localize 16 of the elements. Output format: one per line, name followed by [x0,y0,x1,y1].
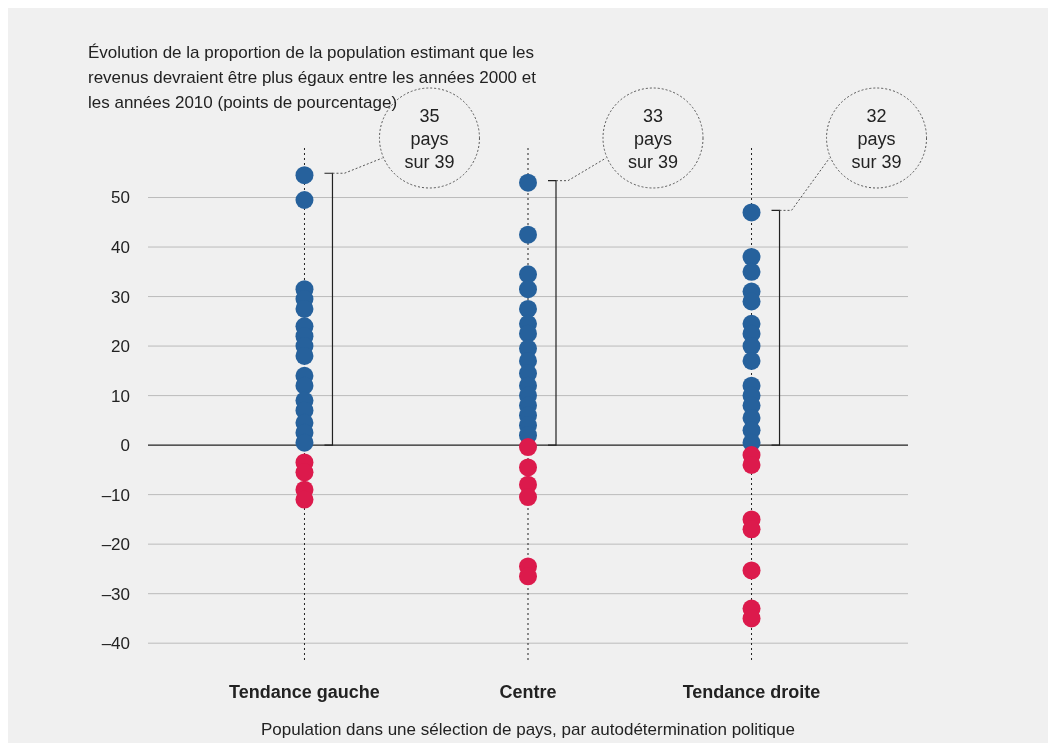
y-tick-label: 20 [111,337,130,357]
annotation: 33 pays sur 39 [627,106,679,173]
annotation: 32 pays sur 39 [851,106,902,173]
y-tick-label: 30 [111,287,130,307]
x-axis-title: Population dans une sélection de pays, par autodétermination politique [261,720,795,739]
x-tick-label: Tendance gauche [229,682,380,702]
y-tick-label: 0 [120,436,130,456]
y-tick-label: 10 [111,386,130,406]
x-tick-label: Tendance droite [682,682,821,702]
y-tick-label: 50 [111,188,130,208]
y-tick-label: –30 [101,584,130,604]
x-tick-label: Centre [499,682,557,702]
y-tick-label: –10 [101,485,130,505]
y-tick-label: 40 [111,237,130,257]
y-tick-label: –20 [101,535,130,555]
y-tick-label: –40 [101,634,130,654]
